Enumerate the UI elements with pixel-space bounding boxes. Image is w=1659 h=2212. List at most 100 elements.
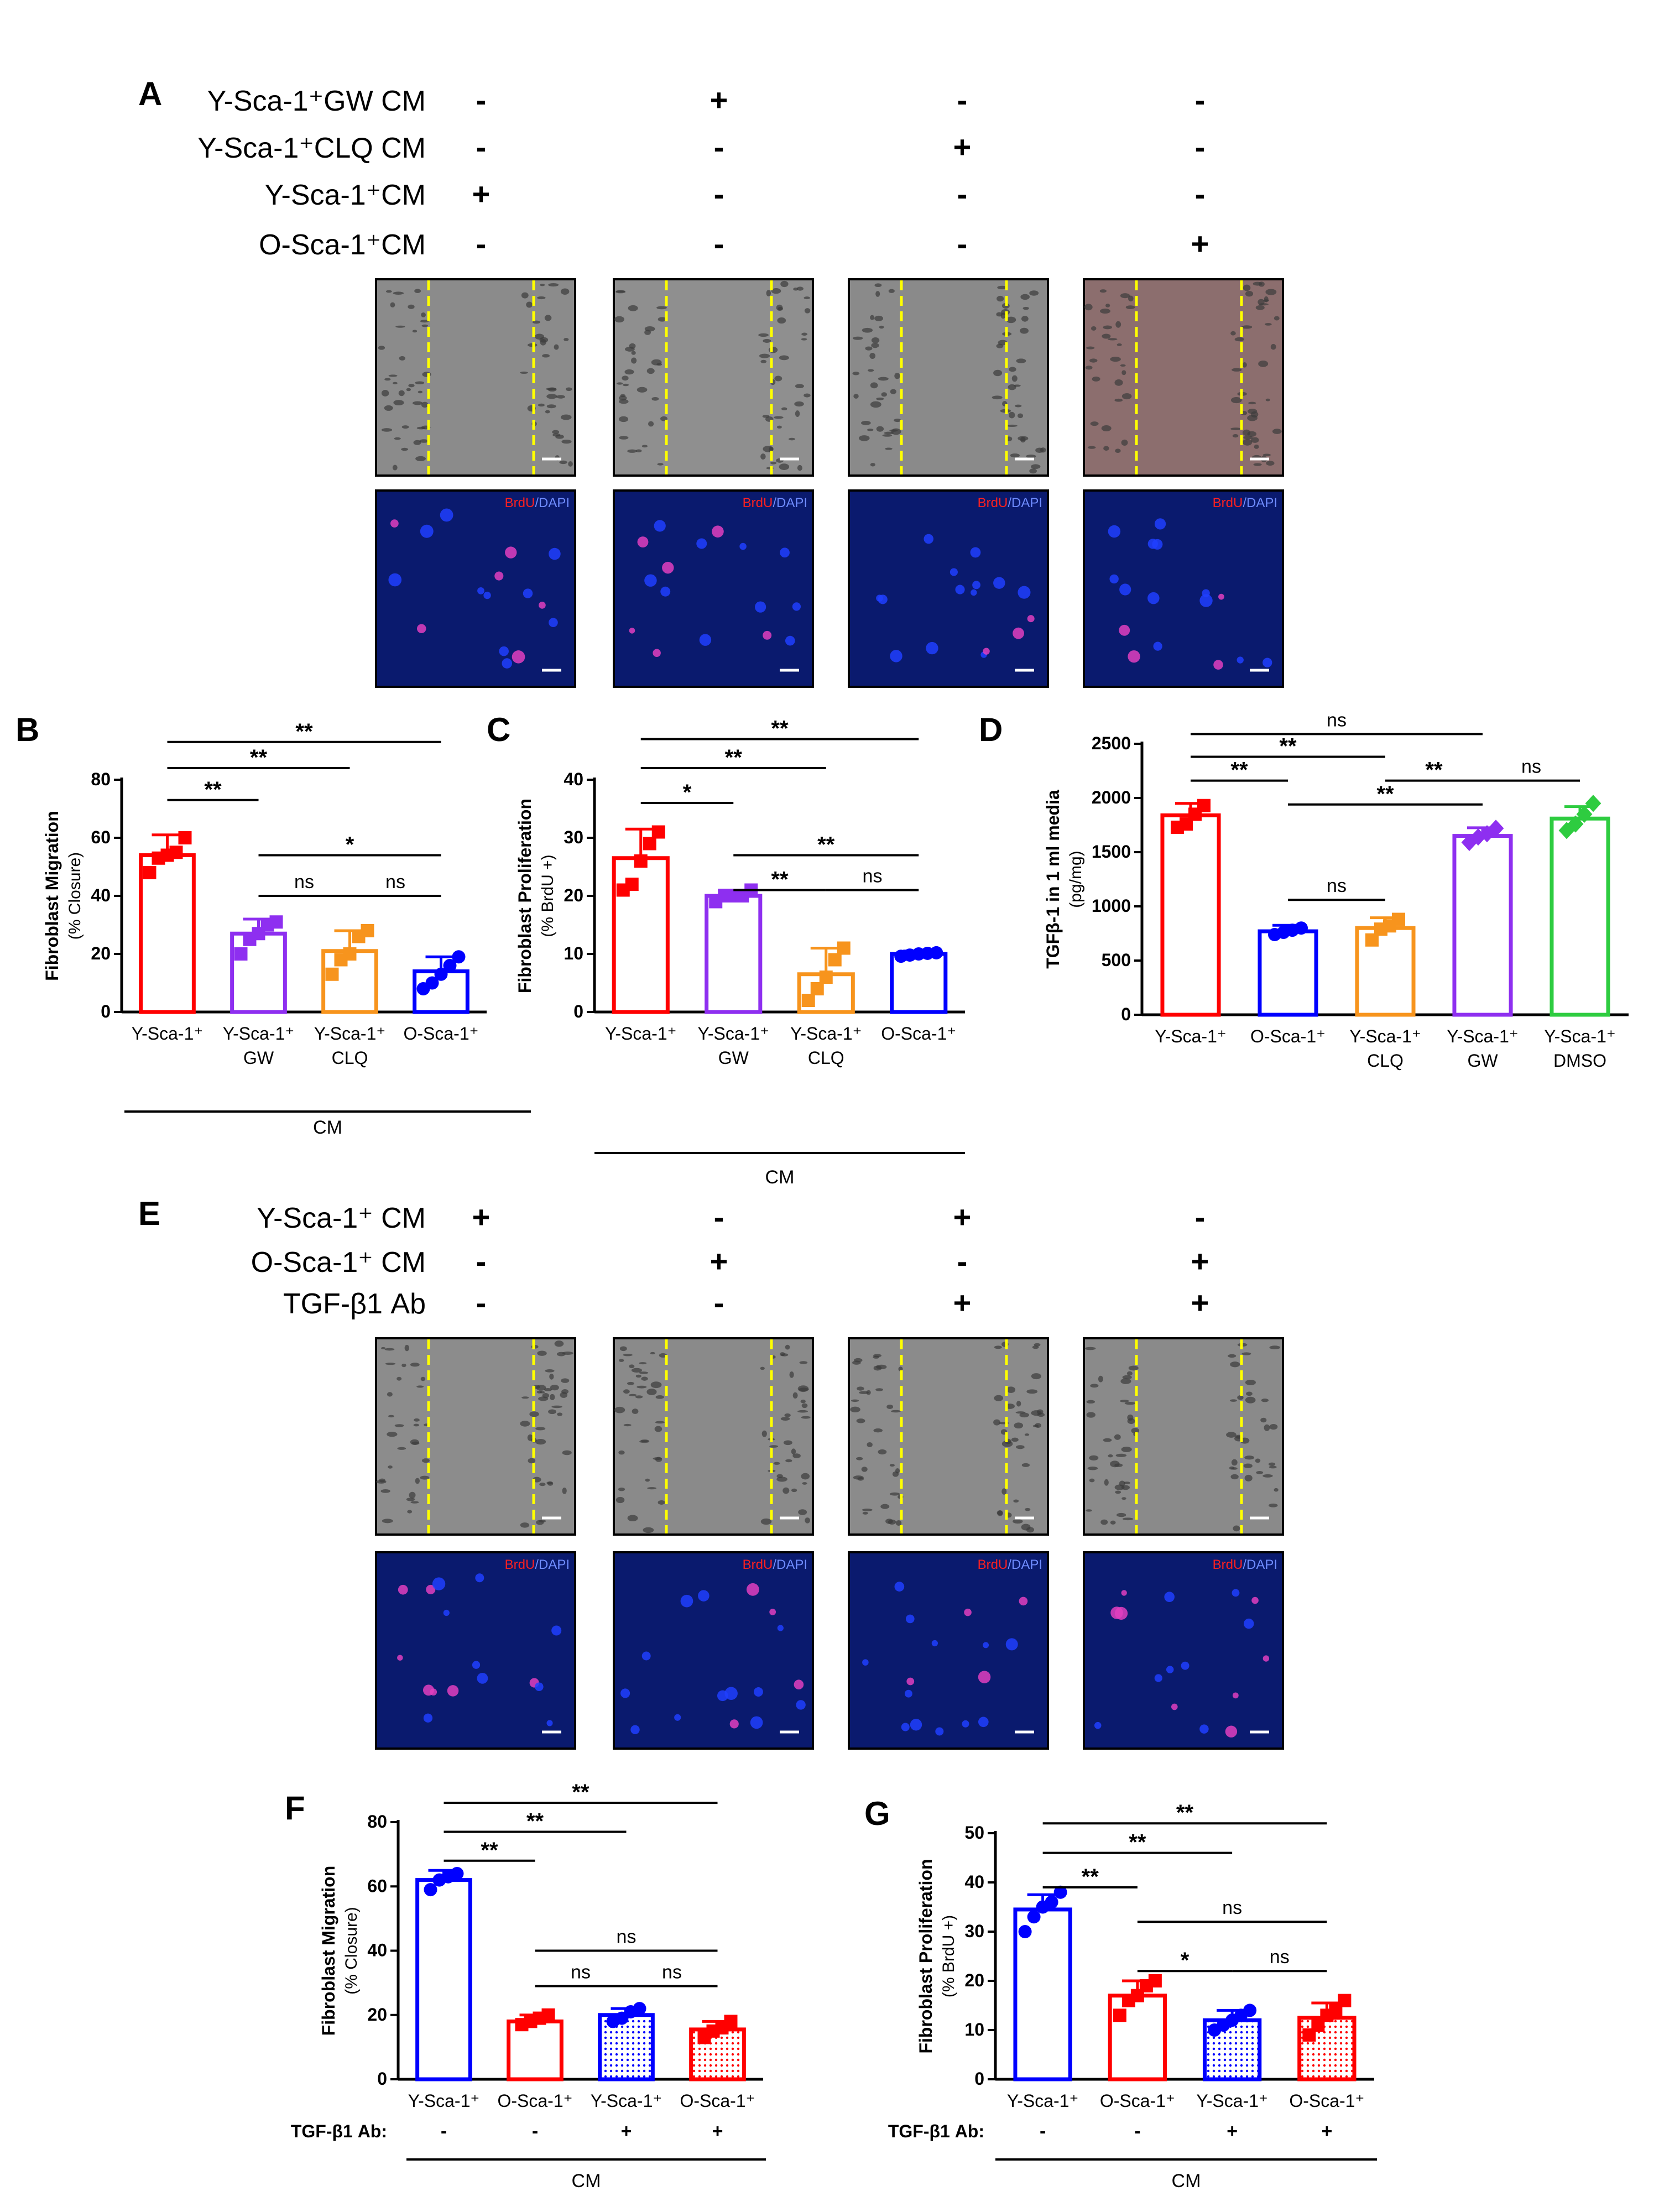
condition-sign: - [714, 1285, 724, 1320]
cell [1114, 379, 1123, 386]
nucleus [653, 649, 661, 658]
cell [1269, 1424, 1278, 1430]
cell [1245, 1379, 1256, 1385]
nucleus [926, 641, 938, 655]
nucleus [397, 1655, 403, 1661]
nucleus [477, 587, 484, 594]
nucleus [390, 519, 399, 528]
group-label: CM [313, 1117, 342, 1138]
cell [876, 426, 884, 432]
stain-label: BrdU/DAPI [978, 495, 1042, 510]
cell [414, 289, 421, 293]
cell [1020, 327, 1029, 334]
micrograph-frame [1083, 1337, 1284, 1536]
micrograph-frame [375, 278, 576, 477]
category-label: Y-Sca-1⁺ [1007, 2091, 1079, 2111]
micrograph-frame [848, 1551, 1049, 1750]
cell [773, 416, 784, 419]
data-point [361, 924, 374, 937]
brdu-label: BrdU [505, 495, 535, 510]
cell [1263, 299, 1269, 302]
significance-label: ns [1270, 1947, 1290, 1968]
condition-label: Y-Sca-1⁺CM [265, 179, 426, 211]
dapi-label: /DAPI [535, 495, 570, 510]
cell [644, 330, 651, 335]
cell [998, 340, 1008, 346]
cell [416, 1385, 424, 1388]
cell [1264, 323, 1272, 326]
y-tick-label: 40 [91, 885, 111, 905]
group-label: CM [765, 1167, 795, 1188]
nucleus [551, 1625, 562, 1636]
bar [612, 856, 670, 1014]
nucleus [785, 635, 795, 646]
cell [1260, 1417, 1267, 1423]
cell [1115, 448, 1121, 453]
cell [1092, 376, 1100, 382]
y-tick-label: 20 [367, 2005, 387, 2025]
nucleus [494, 571, 504, 581]
cell [1259, 303, 1269, 306]
cell [658, 317, 667, 322]
cell [1244, 1474, 1253, 1481]
cell [628, 305, 638, 311]
cell [1090, 1384, 1099, 1388]
brdu-label: BrdU [505, 1557, 535, 1572]
cell [1120, 1378, 1131, 1384]
cell [876, 397, 884, 400]
nucleus [876, 594, 883, 602]
panel-e: E Y-Sca-1⁺ CM + - + - O-Sca-1⁺ CM - + - + TGF-β1 Ab… [138, 1195, 1284, 1750]
cell [1255, 1458, 1261, 1463]
ab-sign: + [1321, 2121, 1332, 2142]
cell [1114, 398, 1123, 402]
significance-label: ** [1129, 1830, 1146, 1855]
nucleus [1218, 593, 1224, 600]
cell [651, 397, 659, 401]
cell [401, 1363, 406, 1368]
cell [1230, 397, 1242, 404]
condition-sign: - [957, 176, 968, 211]
condition-label: O-Sca-1⁺CM [259, 229, 426, 261]
y-tick-label: 20 [564, 885, 583, 905]
cell [1000, 312, 1006, 319]
data-point [1585, 795, 1601, 812]
data-point [178, 831, 192, 844]
data-point [634, 854, 648, 868]
cell [1090, 421, 1099, 426]
nucleus [1232, 1692, 1239, 1699]
cell [1017, 413, 1024, 419]
cell [773, 1462, 780, 1465]
cell [804, 308, 811, 314]
cell [792, 1453, 801, 1458]
cell [875, 291, 880, 297]
cell [535, 1439, 546, 1445]
cell [1098, 1375, 1103, 1383]
cell [785, 1459, 792, 1463]
data-point [269, 915, 283, 929]
cell [1021, 1463, 1030, 1467]
cell [770, 461, 777, 465]
significance-label: ns [662, 1961, 682, 1983]
cell [856, 1418, 865, 1423]
brdu-label: BrdU [978, 1557, 1008, 1572]
nucleus [1181, 1661, 1190, 1670]
cell [797, 465, 802, 471]
cell [867, 429, 874, 431]
cell [800, 1399, 806, 1404]
condition-label: O-Sca-1⁺ CM [251, 1246, 426, 1279]
nucleus [1013, 627, 1024, 639]
micrograph-frame [613, 489, 814, 688]
cell [890, 389, 896, 394]
cell [410, 1501, 419, 1504]
condition-sign: - [957, 226, 968, 261]
cell [889, 1464, 895, 1467]
cell [562, 1488, 567, 1494]
cell [882, 434, 893, 437]
cell [413, 1423, 420, 1427]
cell [1011, 1437, 1019, 1442]
cell [992, 395, 1003, 400]
cell [785, 1344, 790, 1350]
nucleus [637, 536, 649, 548]
nucleus [904, 1689, 912, 1698]
cell [413, 440, 421, 445]
